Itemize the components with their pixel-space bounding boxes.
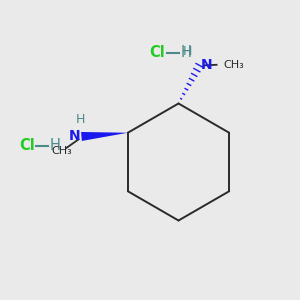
Text: H: H <box>76 113 86 127</box>
Text: CH₃: CH₃ <box>224 60 244 70</box>
Text: N: N <box>201 58 213 72</box>
Text: N: N <box>68 130 80 143</box>
Polygon shape <box>81 132 128 141</box>
Text: CH₃: CH₃ <box>52 146 72 156</box>
Text: Cl: Cl <box>149 45 165 60</box>
Text: Cl: Cl <box>19 138 34 153</box>
Text: H: H <box>183 45 192 58</box>
Text: H: H <box>181 45 191 60</box>
Text: H: H <box>50 138 61 153</box>
